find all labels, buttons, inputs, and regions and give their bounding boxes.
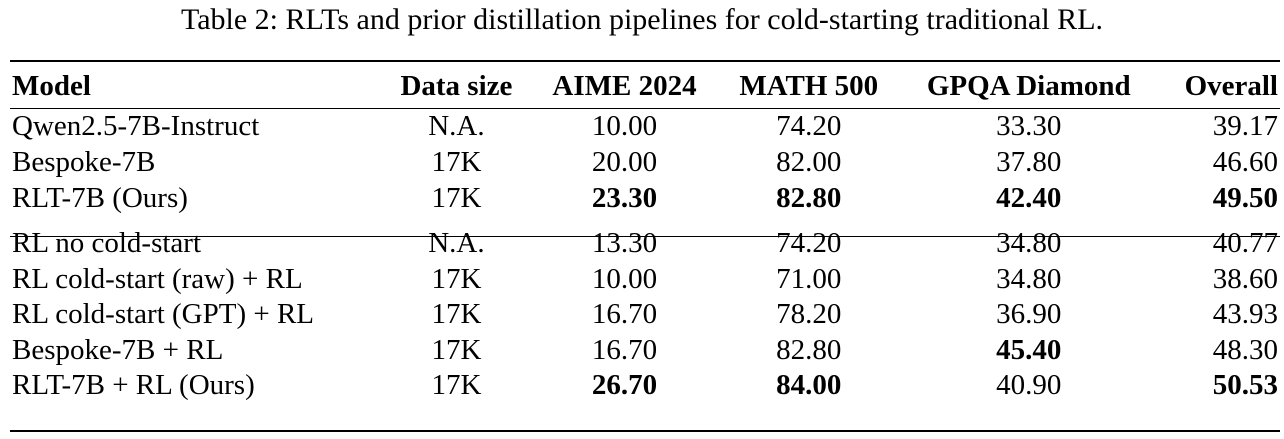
cell-gpqa-diamond: 34.80 <box>996 262 1062 295</box>
header-data-size: Data size <box>400 69 513 102</box>
cell-model: RLT-7B + RL (Ours) <box>12 369 255 402</box>
group-separator-rule <box>10 236 1280 237</box>
cell-overall: 43.93 <box>1212 298 1278 331</box>
cell-overall: 40.77 <box>1212 227 1278 260</box>
cell-data-size: 17K <box>431 262 482 295</box>
cell-aime-2024: 23.30 <box>591 181 658 214</box>
cell-math-500: 82.80 <box>776 333 842 366</box>
cell-data-size: 17K <box>431 181 482 214</box>
cell-math-500: 74.20 <box>776 227 842 260</box>
cell-overall: 50.53 <box>1212 369 1278 402</box>
table-row: RL cold-start (raw) + RL 17K 10.00 71.00 34.… <box>10 262 1280 298</box>
cell-gpqa-diamond: 40.90 <box>996 369 1062 402</box>
cell-aime-2024: 26.70 <box>591 369 658 402</box>
cell-aime-2024: 16.70 <box>591 333 658 366</box>
cell-data-size: 17K <box>431 145 482 178</box>
cell-model: RL cold-start (raw) + RL <box>12 262 303 295</box>
cell-data-size: N.A. <box>428 109 485 142</box>
cell-math-500: 78.20 <box>776 298 842 331</box>
cell-math-500: 82.80 <box>776 181 842 214</box>
group-spacer-cell <box>10 216 1280 226</box>
cell-gpqa-diamond: 37.80 <box>996 145 1062 178</box>
cell-overall: 39.17 <box>1212 109 1278 142</box>
cell-gpqa-diamond: 34.80 <box>996 227 1062 260</box>
cell-model: RL no cold-start <box>12 227 201 260</box>
cell-aime-2024: 13.30 <box>591 227 658 260</box>
table-row: RLT-7B + RL (Ours) 17K 26.70 84.00 40.90 50.5… <box>10 368 1280 404</box>
table-row: Bespoke-7B + RL 17K 16.70 82.80 45.40 48.30 <box>10 333 1280 369</box>
header-gpqa-diamond: GPQA Diamond <box>926 69 1131 102</box>
cell-gpqa-diamond: 42.40 <box>996 181 1062 214</box>
cell-model: RL cold-start (GPT) + RL <box>12 298 315 331</box>
cell-data-size: 17K <box>431 298 482 331</box>
header-aime-2024: AIME 2024 <box>552 69 697 102</box>
cell-model: Bespoke-7B + RL <box>12 333 224 366</box>
cell-model: RLT-7B (Ours) <box>12 181 188 214</box>
cell-math-500: 82.00 <box>776 145 842 178</box>
cell-overall: 49.50 <box>1212 181 1278 214</box>
header-overall: Overall <box>1184 69 1278 102</box>
cell-model: Bespoke-7B <box>12 145 156 178</box>
cell-aime-2024: 10.00 <box>591 262 658 295</box>
cell-data-size: N.A. <box>428 227 485 260</box>
cell-aime-2024: 20.00 <box>591 145 658 178</box>
table-row: RL no cold-start N.A. 13.30 74.20 34.80 40.77 <box>10 226 1280 262</box>
cell-gpqa-diamond: 33.30 <box>996 109 1062 142</box>
cell-aime-2024: 10.00 <box>591 109 658 142</box>
cell-data-size: 17K <box>431 369 482 402</box>
cell-math-500: 74.20 <box>776 109 842 142</box>
cell-aime-2024: 16.70 <box>591 298 658 331</box>
cell-overall: 48.30 <box>1212 333 1278 366</box>
cell-data-size: 17K <box>431 333 482 366</box>
cell-overall: 46.60 <box>1212 145 1278 178</box>
bottom-rule <box>10 430 1280 432</box>
header-row: Model Data size AIME 2024 MATH 500 GPQA … <box>10 64 1280 108</box>
cell-gpqa-diamond: 45.40 <box>996 333 1062 366</box>
top-rule <box>10 60 1280 62</box>
table-row: RLT-7B (Ours) 17K 23.30 82.80 42.40 49.50 <box>10 180 1280 216</box>
table-caption: Table 2: RLTs and prior distillation pip… <box>180 3 1104 36</box>
header-model: Model <box>12 69 91 102</box>
cell-math-500: 84.00 <box>776 369 842 402</box>
table-row: RL cold-start (GPT) + RL 17K 16.70 78.20 36.… <box>10 297 1280 333</box>
results-table: Model Data size AIME 2024 MATH 500 GPQA … <box>10 64 1280 404</box>
cell-model: Qwen2.5-7B-Instruct <box>12 109 260 142</box>
group-spacer <box>10 216 1280 226</box>
cell-overall: 38.60 <box>1212 262 1278 295</box>
cell-gpqa-diamond: 36.90 <box>996 298 1062 331</box>
header-math-500: MATH 500 <box>739 69 879 102</box>
cell-math-500: 71.00 <box>776 262 842 295</box>
table-row: Bespoke-7B 17K 20.00 82.00 37.80 46.60 <box>10 144 1280 180</box>
table-row: Qwen2.5-7B-Instruct N.A. 10.00 74.20 33.30 39… <box>10 108 1280 144</box>
header-rule <box>10 108 1280 109</box>
